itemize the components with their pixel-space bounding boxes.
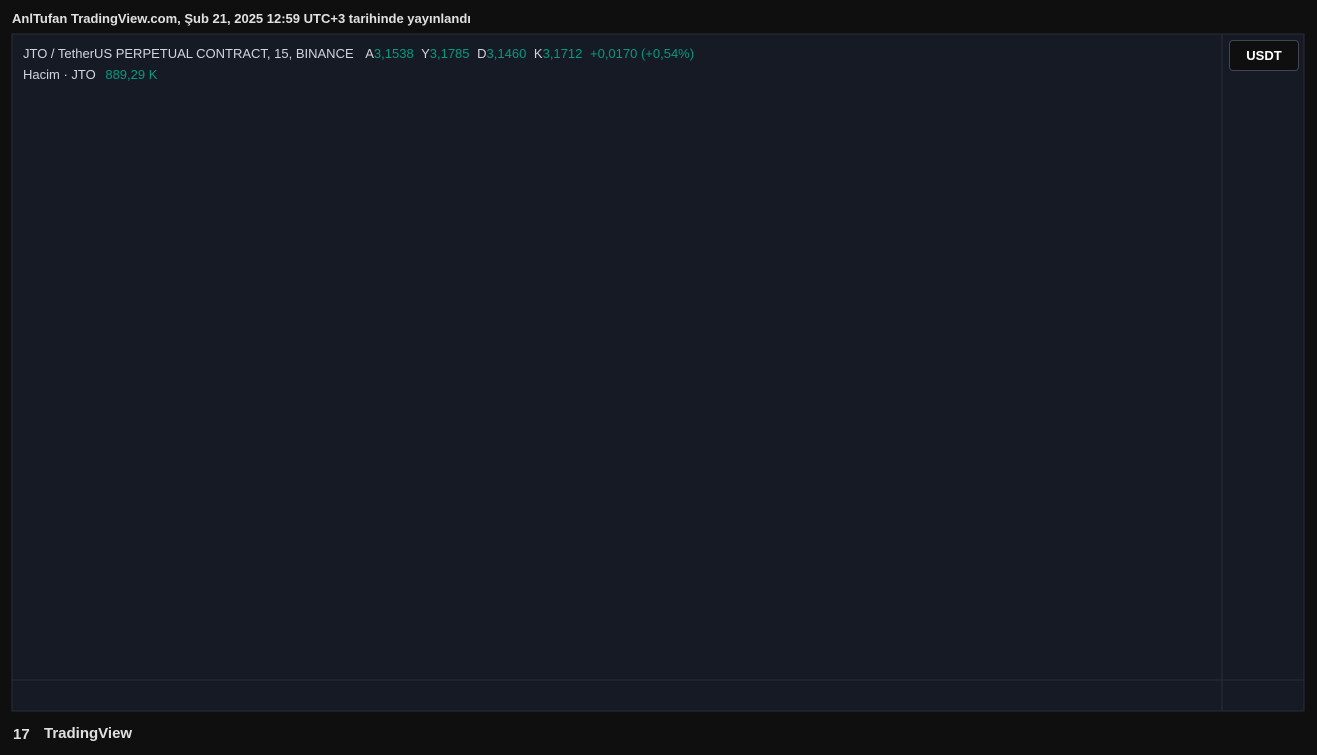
currency-button[interactable]: USDT (1229, 40, 1299, 71)
legend: JTO / TetherUS PERPETUAL CONTRACT, 15, B… (23, 46, 698, 61)
volume: 889,29 K (105, 67, 158, 82)
close: 3,1712 (542, 46, 583, 61)
symbol: JTO / TetherUS PERPETUAL CONTRACT, 15, B… (23, 46, 354, 61)
change: +0,0170 (+0,54%) (589, 46, 695, 61)
brand: TradingView (44, 725, 133, 742)
low: 3,1460 (486, 46, 527, 61)
logo-icon: 17 (13, 726, 30, 743)
open: 3,1538 (373, 46, 414, 61)
open-key: A (365, 46, 374, 61)
volume-key: Hacim · JTO (23, 67, 96, 82)
high-key: Y (421, 46, 430, 61)
high: 3,1785 (429, 46, 470, 61)
published-note: AnlTufan TradingView.com, Şub 21, 2025 1… (12, 11, 471, 26)
close-key: K (533, 46, 543, 61)
low-key: D (477, 46, 487, 61)
chart-panel (11, 33, 1305, 712)
volume-legend: Hacim · JTO 889,29 K (23, 67, 157, 82)
